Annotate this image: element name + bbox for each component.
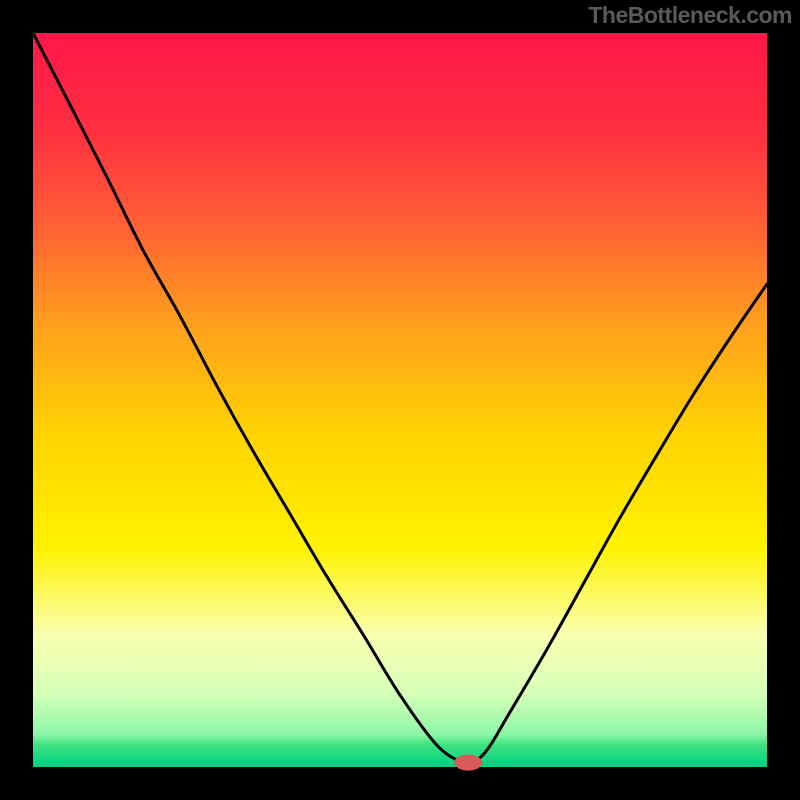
- optimal-point-marker: [454, 755, 482, 771]
- bottleneck-chart: [0, 0, 800, 800]
- chart-container: TheBottleneck.com: [0, 0, 800, 800]
- plot-background: [33, 33, 767, 767]
